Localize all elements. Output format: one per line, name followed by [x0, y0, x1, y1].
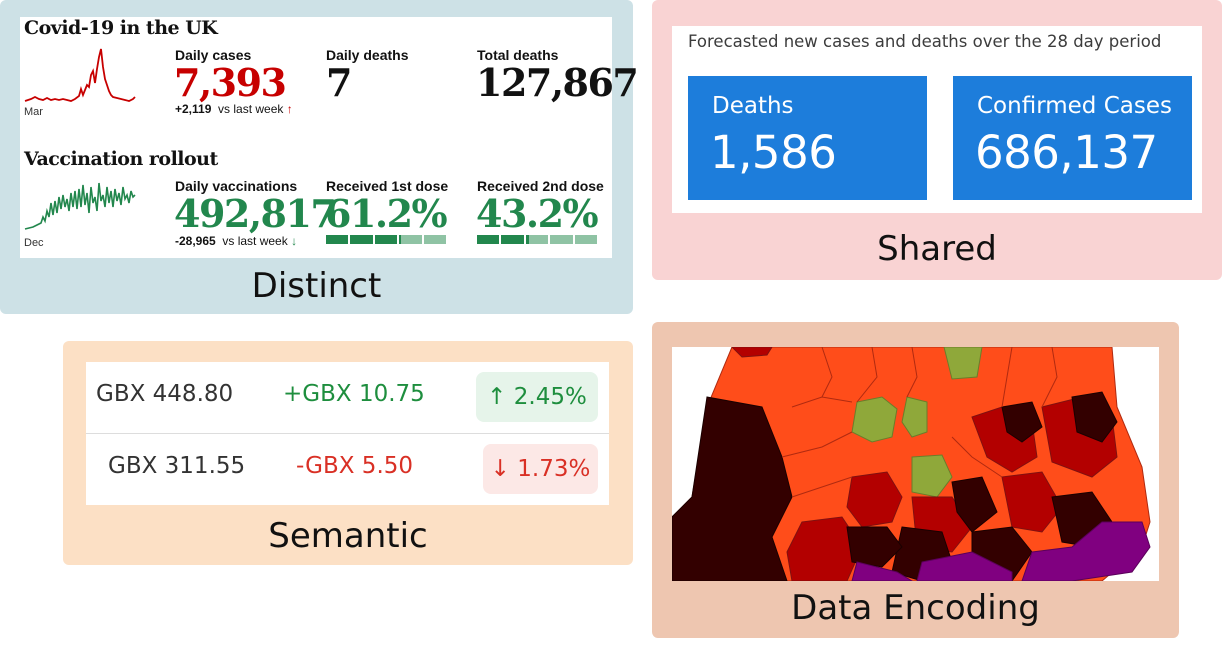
deaths-card-label: Deaths — [712, 93, 794, 119]
stock-percent-badge-down: ↓ 1.73% — [483, 444, 598, 494]
daily-vaccinations-value: 492,817 — [174, 191, 337, 236]
arrow-down-icon: ↓ — [291, 234, 298, 248]
second-dose-value: 43.2% — [476, 191, 599, 236]
stock-price: GBX 311.55 — [108, 453, 246, 479]
distinct-caption: Distinct — [251, 266, 382, 306]
total-deaths-label: Total deaths — [477, 47, 559, 63]
second-dose-bar-segment — [550, 235, 573, 244]
cases-axis-label: Mar — [24, 106, 43, 118]
cases-sparkline — [24, 48, 136, 102]
total-deaths-value: 127,867 — [476, 60, 639, 105]
first-dose-bar-segment-fill — [326, 235, 349, 244]
vaccination-axis-label: Dec — [24, 237, 44, 249]
semantic-panel: GBX 448.80 +GBX 10.75 ↑ 2.45% GBX 311.55… — [63, 341, 633, 565]
second-dose-label: Received 2nd dose — [477, 178, 604, 194]
stock-change: +GBX 10.75 — [283, 381, 425, 407]
second-dose-progress-bar — [477, 235, 597, 244]
daily-vaccinations-delta: -28,965 vs last week ↓ — [175, 234, 298, 248]
first-dose-progress-bar — [326, 235, 446, 244]
second-dose-bar-segment-fill — [525, 235, 530, 244]
deaths-card: Deaths 1,586 — [688, 76, 927, 200]
vaccination-title: Vaccination rollout — [24, 148, 218, 170]
deaths-card-value: 1,586 — [710, 126, 837, 179]
first-dose-bar-segment — [399, 235, 422, 244]
first-dose-value: 61.2% — [325, 191, 448, 236]
row-divider — [86, 433, 609, 434]
first-dose-bar-segment-fill — [350, 235, 373, 244]
first-dose-label: Received 1st dose — [326, 178, 449, 194]
first-dose-bar-segment-fill — [399, 235, 401, 244]
distinct-panel: Covid-19 in the UK Mar Daily cases 7,393… — [0, 0, 639, 314]
data-encoding-caption: Data Encoding — [791, 588, 1040, 628]
forecast-heading: Forecasted new cases and deaths over the… — [688, 32, 1162, 51]
stock-row: GBX 448.80 +GBX 10.75 ↑ 2.45% — [86, 362, 609, 433]
stock-quote-card: GBX 448.80 +GBX 10.75 ↑ 2.45% GBX 311.55… — [86, 362, 609, 505]
second-dose-bar-segment — [574, 235, 597, 244]
shared-panel: Forecasted new cases and deaths over the… — [652, 0, 1222, 280]
data-encoding-panel: Data Encoding — [652, 322, 1179, 638]
daily-vaccinations-label: Daily vaccinations — [175, 178, 298, 194]
choropleth-map — [672, 347, 1159, 581]
stock-percent-badge-up: ↑ 2.45% — [476, 372, 598, 422]
second-dose-bar-segment-fill — [501, 235, 524, 244]
shared-caption: Shared — [877, 229, 997, 269]
second-dose-bar-segment-fill — [477, 235, 500, 244]
confirmed-cases-card-value: 686,137 — [975, 126, 1158, 179]
confirmed-cases-card-label: Confirmed Cases — [977, 93, 1172, 119]
france-departments-map — [672, 347, 1159, 581]
daily-deaths-value: 7 — [326, 60, 352, 105]
daily-deaths-label: Daily deaths — [326, 47, 409, 63]
vaccination-sparkline — [24, 182, 136, 230]
first-dose-bar-segment-fill — [374, 235, 398, 244]
first-dose-bar-segment — [423, 235, 446, 244]
stock-row: GBX 311.55 -GBX 5.50 ↓ 1.73% — [86, 434, 609, 505]
stock-change: -GBX 5.50 — [296, 453, 414, 479]
stock-price: GBX 448.80 — [96, 381, 234, 407]
second-dose-bar-segment — [525, 235, 549, 244]
covid-title: Covid-19 in the UK — [24, 17, 218, 39]
daily-cases-value: 7,393 — [174, 60, 287, 105]
daily-cases-label: Daily cases — [175, 47, 252, 63]
semantic-caption: Semantic — [268, 516, 428, 556]
covid-dashboard-card: Covid-19 in the UK Mar Daily cases 7,393… — [20, 17, 639, 258]
daily-cases-delta: +2,119 vs last week ↑ — [175, 102, 293, 116]
arrow-up-icon: ↑ — [286, 102, 293, 116]
forecast-card: Forecasted new cases and deaths over the… — [672, 26, 1202, 213]
confirmed-cases-card: Confirmed Cases 686,137 — [953, 76, 1192, 200]
